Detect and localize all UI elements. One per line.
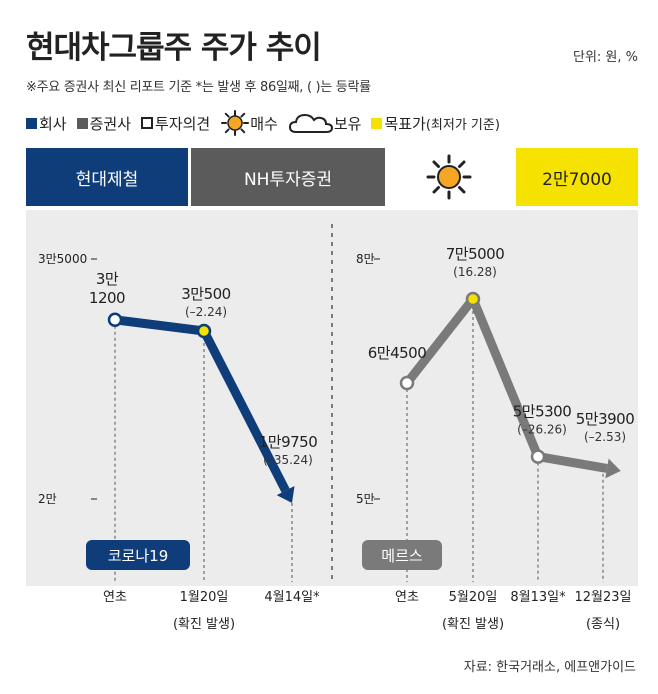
company-cell: 현대제철: [26, 148, 188, 206]
data-label: 3만: [96, 270, 119, 288]
legend-item-buy: 매수: [220, 110, 278, 136]
legend-item-target: 목표가 (최저가 기준): [371, 113, 500, 134]
legend-buy-label: 매수: [250, 114, 278, 133]
x-tick-label: 8월13일*: [510, 590, 566, 605]
y-tick-label: 3만5000: [38, 252, 87, 266]
x-tick-label: 5월20일: [449, 590, 498, 605]
chart-area: 3만5000 2만 3만 1200 3만500 (–2.24) 1만9750 (–35.24)…: [26, 210, 638, 632]
x-tick-label: 1월20일: [180, 590, 229, 605]
legend-broker-label: 증권사: [89, 114, 132, 133]
legend-target-note: (최저가 기준): [425, 117, 500, 133]
series-line: [114, 315, 290, 493]
data-point: [107, 312, 123, 328]
data-point: [196, 323, 212, 339]
note-text: ※주요 증권사 최신 리포트 기준 *는 발생 후 86일째, ( )는 등락률: [26, 80, 371, 95]
sun-icon: [426, 154, 472, 200]
change-label: (–26.26): [517, 423, 567, 437]
page-title: 현대차그룹주 주가 추이: [26, 30, 322, 66]
data-label: 1만9750: [259, 433, 318, 451]
x-tick-label: 4월14일*: [264, 590, 320, 605]
legend: 회사 증권사 투자의견 매수 보유 목표가 (최저가 기준): [26, 110, 506, 136]
data-label: 1200: [89, 289, 125, 307]
legend-item-hold: 보유: [288, 110, 362, 136]
x-tick-label: 연초: [103, 590, 127, 605]
series-arrowhead: [276, 485, 295, 503]
company-swatch: [26, 117, 37, 129]
opinion-cell: [385, 148, 513, 206]
legend-item-company: 회사: [26, 113, 67, 134]
opinion-swatch: [141, 117, 154, 129]
series-line: [403, 294, 608, 473]
cloud-icon: [288, 113, 333, 133]
report-header-row: 현대제철 NH투자증권 2만7000: [26, 148, 638, 206]
broker-swatch: [76, 117, 88, 129]
legend-opinion-label: 투자의견: [155, 114, 211, 133]
target-price-cell: 2만7000: [516, 148, 638, 206]
data-label: 5만3900: [576, 410, 635, 428]
x-tick-label: 연초: [395, 590, 419, 605]
y-tick-label: 5만: [356, 492, 375, 506]
source-footer: 자료: 한국거래소, 에프앤가이드: [463, 660, 636, 675]
event-badge: [362, 540, 442, 570]
event-badge-label: 메르스: [381, 547, 423, 565]
change-label: (–2.24): [185, 305, 227, 319]
legend-target-label: 목표가: [384, 114, 426, 133]
data-point: [399, 375, 415, 391]
event-badge-label: 코로나19: [108, 547, 169, 565]
data-label: 5만5300: [513, 403, 572, 421]
legend-item-broker: 증권사: [76, 113, 132, 134]
change-label: (–2.53): [584, 430, 626, 444]
y-tick-label: 8만: [356, 252, 375, 266]
broker-cell: NH투자증권: [191, 148, 385, 206]
data-label: 7만5000: [446, 245, 505, 263]
series-arrowhead: [605, 458, 621, 479]
x-tick-sublabel: (확진 발생): [173, 617, 235, 632]
x-tick-label: 12월23일: [574, 590, 631, 605]
legend-hold-label: 보유: [333, 114, 362, 133]
legend-company-label: 회사: [39, 114, 67, 133]
legend-item-opinion: 투자의견: [141, 113, 210, 134]
x-tick-sublabel: (종식): [586, 617, 620, 632]
data-label: 6만4500: [368, 344, 427, 362]
x-tick-sublabel: (확진 발생): [442, 617, 504, 632]
change-label: (–35.24): [263, 453, 313, 467]
event-badge: [86, 540, 190, 570]
sun-icon: [221, 110, 250, 136]
y-tick-label: 2만: [38, 492, 57, 506]
change-label: (16.28): [453, 265, 497, 279]
data-label: 3만500: [181, 285, 230, 303]
target-swatch: [371, 117, 383, 129]
unit-label: 단위: 원, %: [572, 50, 638, 65]
data-point: [530, 449, 546, 464]
data-point: [465, 291, 481, 307]
